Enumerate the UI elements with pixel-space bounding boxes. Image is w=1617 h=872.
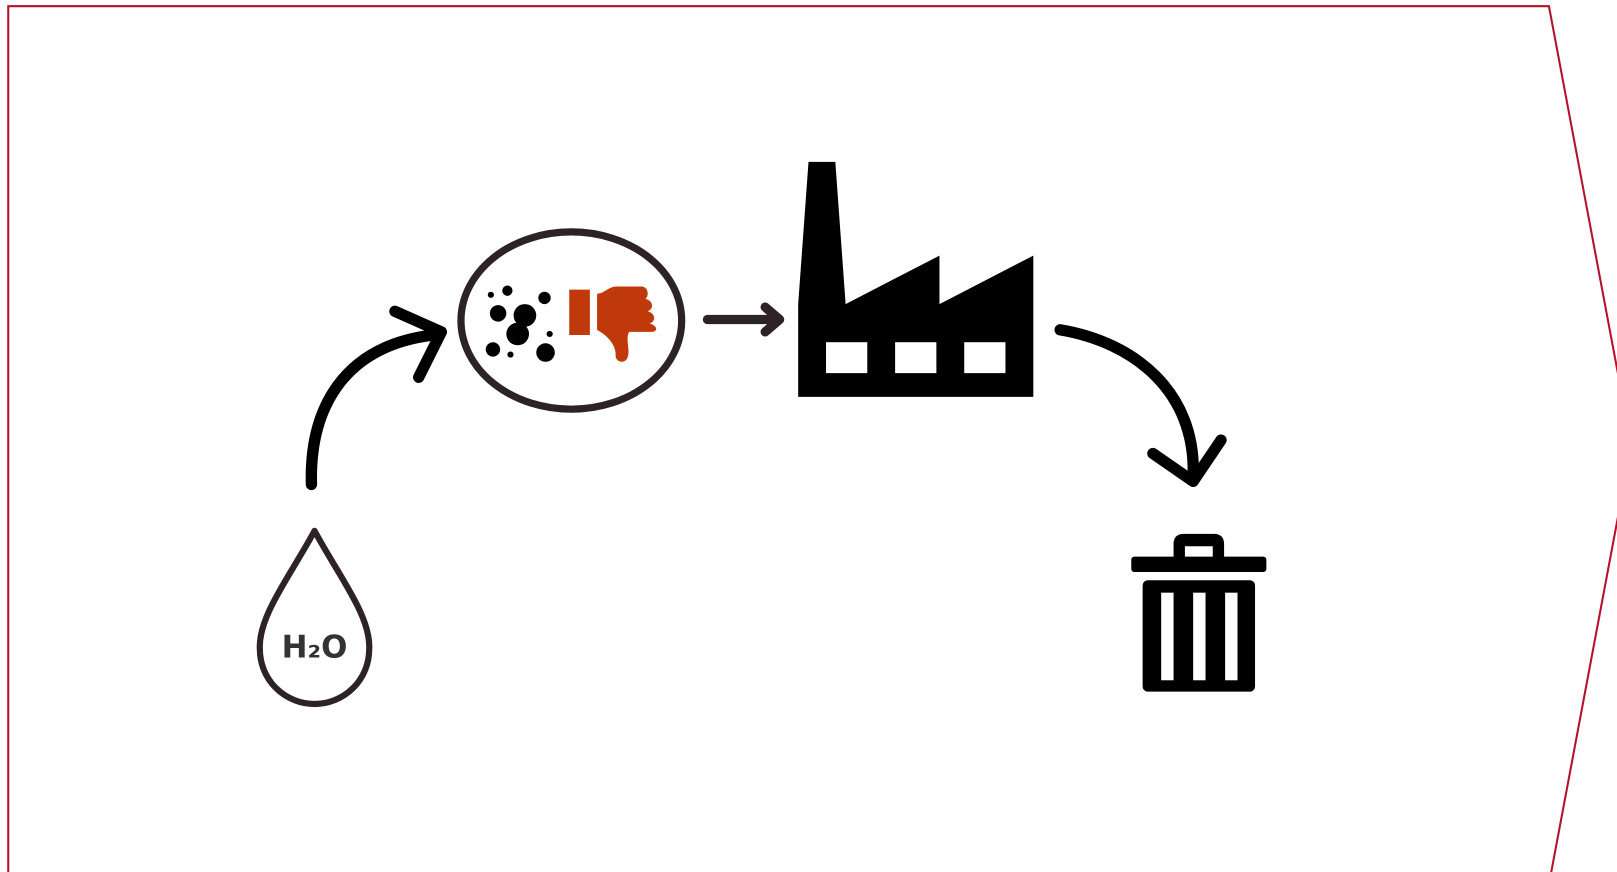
arrow-filter-to-factory [702, 302, 785, 337]
trash-can [1131, 533, 1267, 692]
water-label: H₂O [282, 630, 348, 666]
frame [7, 5, 1617, 872]
water-drop [256, 527, 373, 708]
arrow-factory-to-trash [1054, 324, 1227, 488]
filter [457, 228, 686, 413]
factory [798, 161, 1034, 397]
arrow-water-to-filter [305, 305, 448, 491]
